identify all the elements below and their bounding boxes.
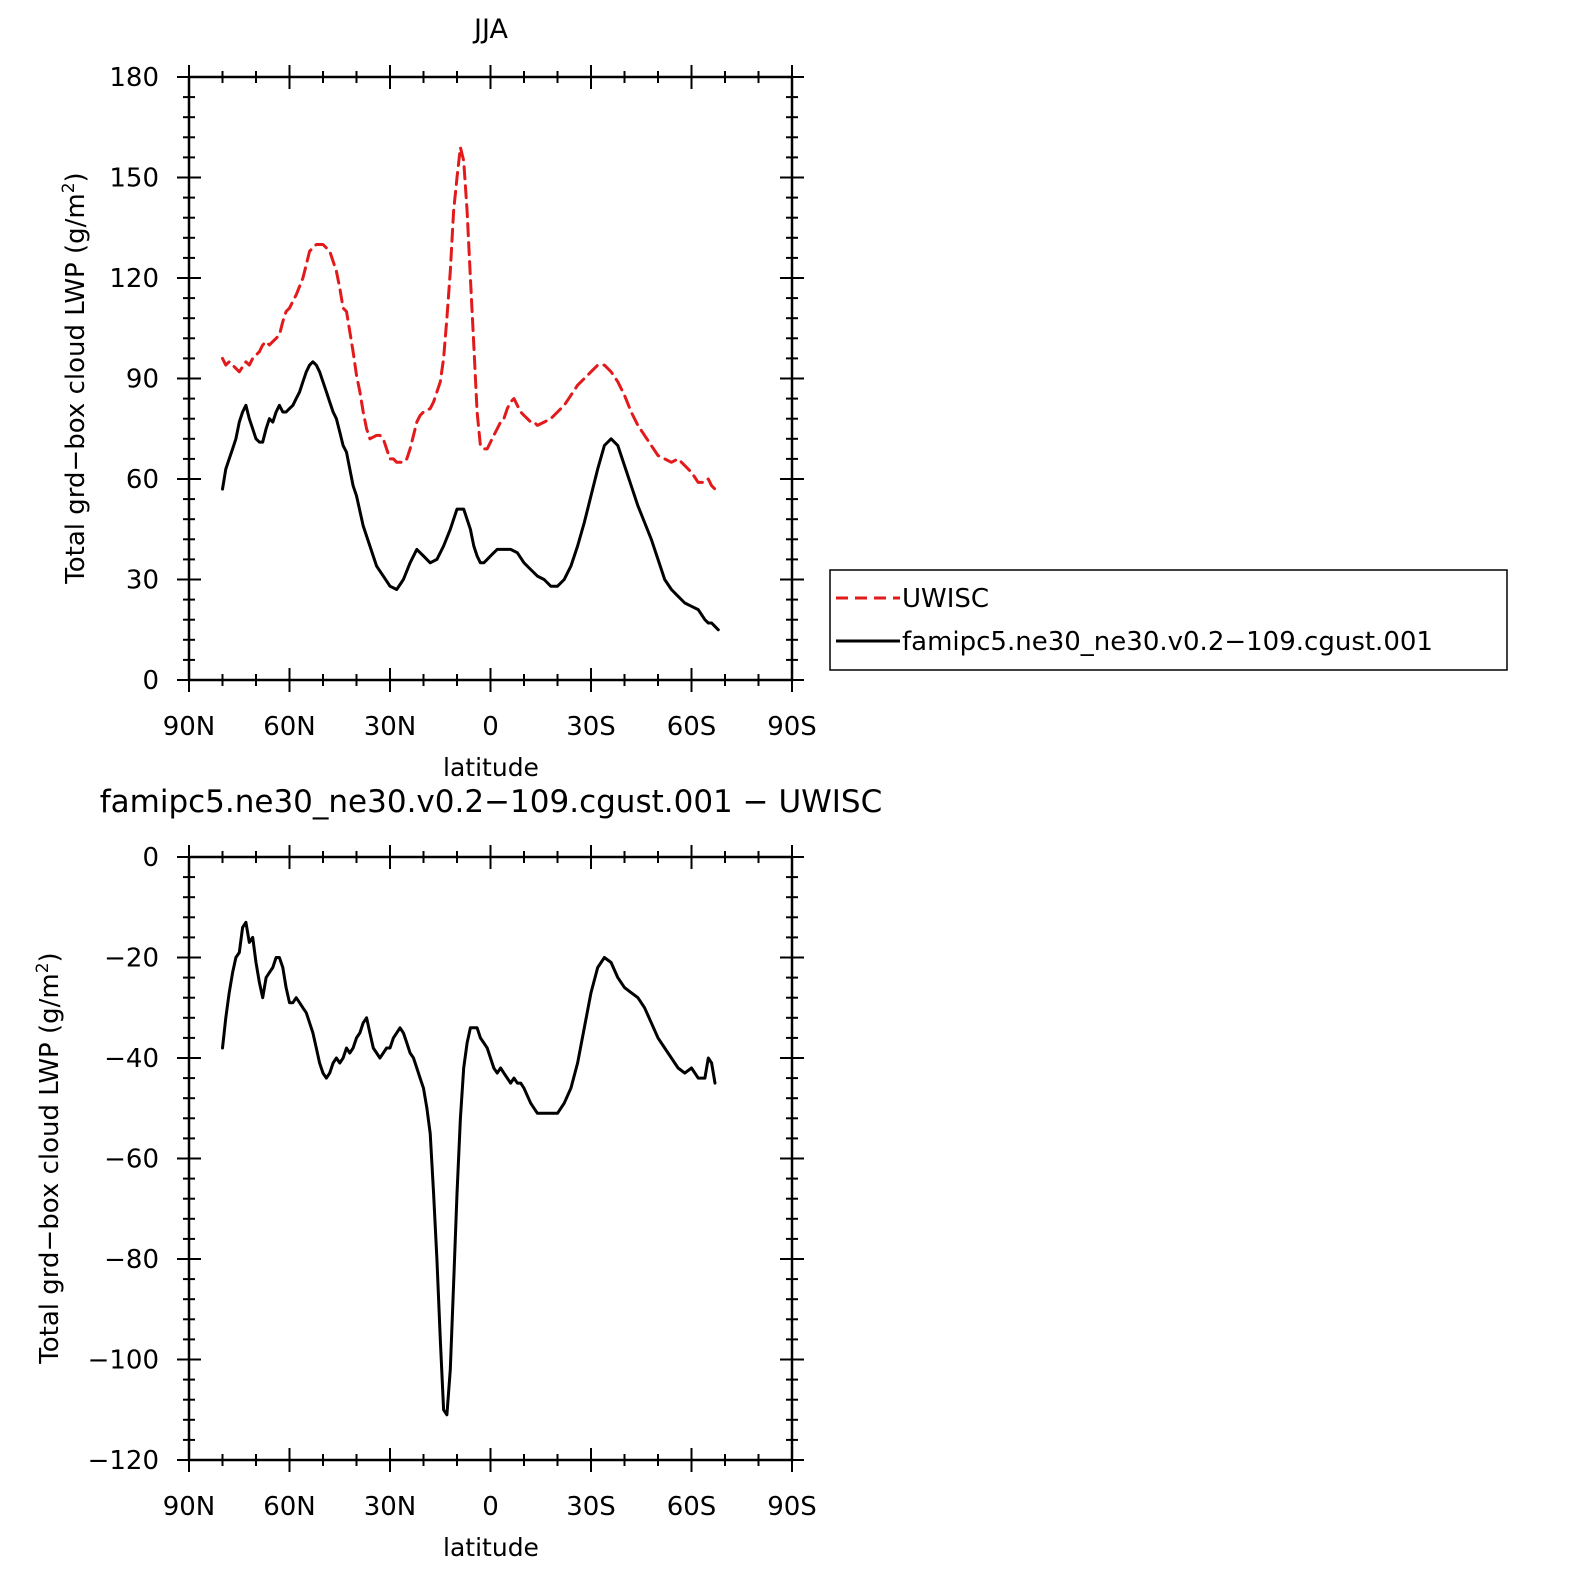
bottom-x-tick-label: 90N xyxy=(163,1492,216,1522)
bottom-y-axis-label: Total grd−box cloud LWP (g/m2) xyxy=(33,952,65,1364)
top-x-tick-label: 90N xyxy=(163,712,216,742)
top-plot-frame xyxy=(187,75,794,682)
bottom-x-tick-label: 0 xyxy=(482,1492,499,1522)
top-y-tick-label: 30 xyxy=(126,566,159,596)
bottom-y-tick-label: −60 xyxy=(104,1145,159,1175)
bottom-series-lines xyxy=(221,920,717,1417)
top-x-tick-label: 30N xyxy=(364,712,417,742)
bottom-y-tick-label: −20 xyxy=(104,944,159,974)
top-x-tick-labels: 90N 60N 30N 0 30S 60S 90S xyxy=(163,712,817,742)
top-series-line-1 xyxy=(221,360,720,632)
top-y-tick-label: 150 xyxy=(109,164,159,194)
legend-box xyxy=(829,569,1508,671)
bottom-plot-frame xyxy=(187,855,794,1462)
bottom-x-axis-label: latitude xyxy=(443,1533,539,1562)
top-y-tick-label: 90 xyxy=(126,365,159,395)
top-x-tick-label: 60S xyxy=(667,712,717,742)
bottom-y-tick-label: −40 xyxy=(104,1044,159,1074)
bottom-y-tick-label: −120 xyxy=(88,1446,159,1476)
top-x-tick-label: 30S xyxy=(566,712,616,742)
top-y-tick-label: 120 xyxy=(109,264,159,294)
bottom-y-tick-label: −80 xyxy=(104,1245,159,1275)
top-tick-marks xyxy=(177,65,804,692)
top-y-axis-label: Total grd−box cloud LWP (g/m2) xyxy=(59,172,91,584)
bottom-x-tick-labels: 90N 60N 30N 0 30S 60S 90S xyxy=(163,1492,817,1522)
bottom-x-tick-label: 30N xyxy=(364,1492,417,1522)
top-panel: JJA 0 30 60 90 120 150 180 90N 60N 30N 0 30S 60S 90S… xyxy=(59,14,817,782)
bottom-x-tick-label: 90S xyxy=(767,1492,817,1522)
top-y-tick-label: 0 xyxy=(142,666,159,696)
bottom-x-tick-label: 60S xyxy=(667,1492,717,1522)
top-x-axis-label: latitude xyxy=(443,753,539,782)
bottom-panel: famipc5.ne30_ne30.v0.2−109.cgust.001 − U… xyxy=(33,784,882,1562)
bottom-x-tick-label: 30S xyxy=(566,1492,616,1522)
legend-label-uwisc: UWISC xyxy=(902,584,989,614)
top-y-tick-label: 180 xyxy=(109,63,159,93)
legend-label-model: famipc5.ne30_ne30.v0.2−109.cgust.001 xyxy=(902,627,1433,657)
bottom-y-tick-label: −100 xyxy=(88,1346,159,1376)
legend: UWISC famipc5.ne30_ne30.v0.2−109.cgust.0… xyxy=(829,569,1508,671)
bottom-y-tick-labels: 0 −20 −40 −60 −80 −100 −120 xyxy=(88,843,159,1476)
bottom-y-tick-label: 0 xyxy=(142,843,159,873)
bottom-panel-title: famipc5.ne30_ne30.v0.2−109.cgust.001 − U… xyxy=(100,784,883,820)
top-series-line-0 xyxy=(221,145,720,491)
top-panel-title: JJA xyxy=(472,14,508,45)
bottom-x-tick-label: 60N xyxy=(263,1492,316,1522)
top-x-tick-label: 0 xyxy=(482,712,499,742)
bottom-series-line-0 xyxy=(221,920,717,1417)
top-y-tick-labels: 0 30 60 90 120 150 180 xyxy=(109,63,159,696)
top-series-lines xyxy=(221,145,720,632)
top-y-tick-label: 60 xyxy=(126,465,159,495)
top-x-tick-label: 90S xyxy=(767,712,817,742)
bottom-tick-marks xyxy=(177,845,804,1472)
top-x-tick-label: 60N xyxy=(263,712,316,742)
